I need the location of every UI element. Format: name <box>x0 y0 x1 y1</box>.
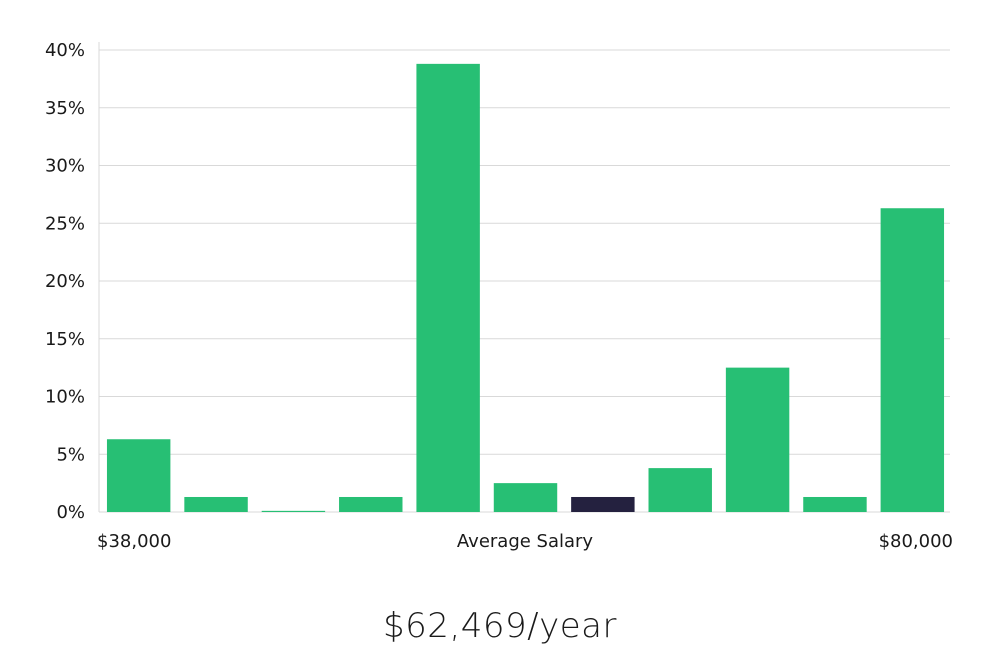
y-tick-label: 0% <box>56 502 85 523</box>
average-salary-value: $62,469/year <box>0 606 1000 646</box>
y-axis-tick-labels: 0% 5% 10% 15% 20% 25% 30% 35% 40% <box>45 40 85 523</box>
histogram-bar <box>649 468 712 512</box>
histogram-bar <box>339 497 402 512</box>
histogram-bar <box>803 497 866 512</box>
y-tick-label: 35% <box>45 98 85 119</box>
grid-lines <box>99 50 950 512</box>
y-tick-label: 25% <box>45 213 85 234</box>
histogram-bar <box>184 497 247 512</box>
x-axis-min-label: $38,000 <box>97 531 171 552</box>
histogram-bar <box>107 439 170 512</box>
x-axis-max-label: $80,000 <box>879 531 953 552</box>
histogram-bar <box>262 511 325 512</box>
y-tick-label: 40% <box>45 40 85 61</box>
histogram-bar <box>881 208 944 512</box>
x-axis-title: Average Salary <box>457 531 594 552</box>
salary-histogram-chart: 0% 5% 10% 15% 20% 25% 30% 35% 40% $38,000 Averag… <box>0 0 1000 570</box>
y-tick-label: 30% <box>45 156 85 177</box>
y-tick-label: 10% <box>45 387 85 408</box>
histogram-bar <box>494 483 557 512</box>
y-tick-label: 5% <box>56 444 85 465</box>
y-tick-label: 15% <box>45 329 85 350</box>
y-tick-label: 20% <box>45 271 85 292</box>
histogram-bar <box>416 64 479 512</box>
histogram-bars <box>107 64 944 512</box>
histogram-bar <box>726 368 789 512</box>
highlighted-bar <box>571 497 634 512</box>
